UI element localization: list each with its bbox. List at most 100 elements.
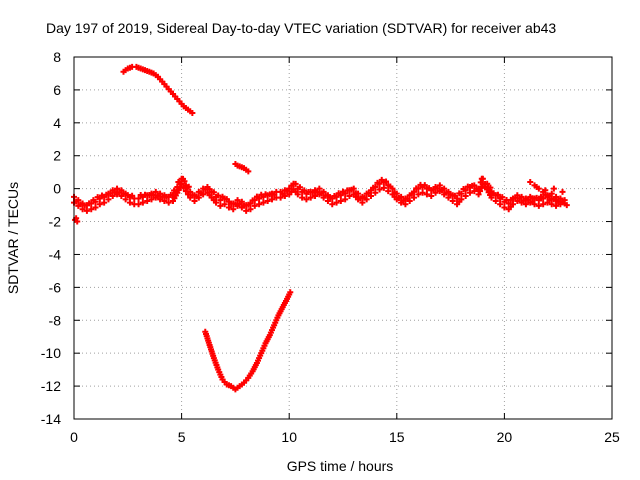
data-point-fill <box>268 196 275 203</box>
data-point <box>411 188 418 195</box>
data-point-fill <box>256 201 263 208</box>
data-point-fill <box>75 202 82 209</box>
grid <box>74 57 612 419</box>
data-point-fill <box>355 196 362 203</box>
data-point-fill <box>181 178 188 185</box>
data-point-fill <box>312 193 319 200</box>
y-tick-label: -4 <box>49 246 62 262</box>
x-tick-label: 5 <box>178 429 186 445</box>
data-point <box>337 192 344 199</box>
data-point <box>462 187 469 194</box>
data-point <box>217 197 224 204</box>
y-tick-label: -10 <box>41 345 61 361</box>
data-point <box>471 182 478 189</box>
data-point <box>559 188 566 195</box>
data-point <box>376 180 383 187</box>
data-point-fill <box>324 197 331 204</box>
data-point-fill <box>462 193 469 200</box>
data-point <box>245 168 252 175</box>
data-point <box>537 195 544 202</box>
data-point-fill <box>393 196 400 203</box>
data-point-fill <box>494 191 501 198</box>
data-point-fill <box>83 207 90 214</box>
data-point <box>533 183 540 190</box>
data-point <box>118 187 125 194</box>
data-point-fill <box>445 194 452 201</box>
data-point-fill <box>415 191 422 198</box>
y-tick-label: 4 <box>53 115 61 131</box>
data-point-fill <box>195 194 202 201</box>
data-point-fill <box>165 199 172 206</box>
plot-frame <box>73 56 613 420</box>
data-point <box>546 197 553 204</box>
data-point <box>527 179 534 186</box>
data-point-fill <box>296 184 303 191</box>
data-point-fill <box>210 189 217 196</box>
data-point <box>74 218 81 225</box>
data-point <box>320 188 327 195</box>
data-point-fill <box>152 194 159 201</box>
x-tick-label: 20 <box>497 429 513 445</box>
data-point-fill <box>126 199 133 206</box>
data-point <box>342 190 349 197</box>
data-point-fill <box>79 206 86 213</box>
data-point-fill <box>380 184 387 191</box>
data-point-fill <box>243 207 250 214</box>
data-point-fill <box>122 196 129 203</box>
data-point <box>544 192 551 199</box>
x-tick-label: 10 <box>281 429 297 445</box>
data-point <box>92 198 99 205</box>
data-point-fill <box>230 206 237 213</box>
data-point <box>529 198 536 205</box>
data-point-fill <box>376 186 383 193</box>
data-point <box>514 192 521 199</box>
data-point-fill <box>200 191 207 198</box>
data-point-fill <box>342 196 349 203</box>
data-point-fill <box>234 202 241 209</box>
data-point <box>350 185 357 192</box>
data-point-fill <box>518 199 525 206</box>
data-point <box>548 190 555 197</box>
data-point-fill <box>225 204 232 211</box>
data-point <box>88 200 95 207</box>
data-point-fill <box>182 188 189 195</box>
x-axis-label: GPS time / hours <box>287 458 394 474</box>
data-point <box>287 289 294 296</box>
x-tick-label: 15 <box>389 429 405 445</box>
data-point <box>557 195 564 202</box>
data-point <box>389 185 396 192</box>
data-point-fill <box>213 199 220 206</box>
data-point-fill <box>251 202 258 209</box>
data-point <box>157 190 164 197</box>
data-point-fill <box>522 201 529 208</box>
data-point-fill <box>281 193 288 200</box>
data-point-fill <box>432 189 439 196</box>
data-point-fill <box>118 193 125 200</box>
data-point <box>75 197 82 204</box>
data-point-fill <box>436 188 443 195</box>
data-point-fill <box>423 191 430 198</box>
data-point-fill <box>96 201 103 208</box>
data-point-fill <box>333 199 340 206</box>
data-point-fill <box>157 196 164 203</box>
data-point-fill <box>294 191 301 198</box>
data-point-fill <box>535 202 542 209</box>
data-point <box>479 175 486 182</box>
data-point <box>518 193 525 200</box>
data-point <box>555 198 562 205</box>
data-point-fill <box>191 197 198 204</box>
data-point <box>96 195 103 202</box>
data-point-fill <box>185 183 192 190</box>
data-point-fill <box>316 191 323 198</box>
data-point-fill <box>307 194 314 201</box>
data-point-fill <box>217 202 224 209</box>
data-point-fill <box>383 178 390 185</box>
data-point-fill <box>359 199 366 206</box>
data-point-fill <box>419 189 426 196</box>
data-point-fill <box>466 189 473 196</box>
data-point-fill <box>402 201 409 208</box>
data-point <box>398 193 405 200</box>
data-point <box>256 195 263 202</box>
data-point-fill <box>178 181 185 188</box>
data-point-fill <box>406 197 413 204</box>
